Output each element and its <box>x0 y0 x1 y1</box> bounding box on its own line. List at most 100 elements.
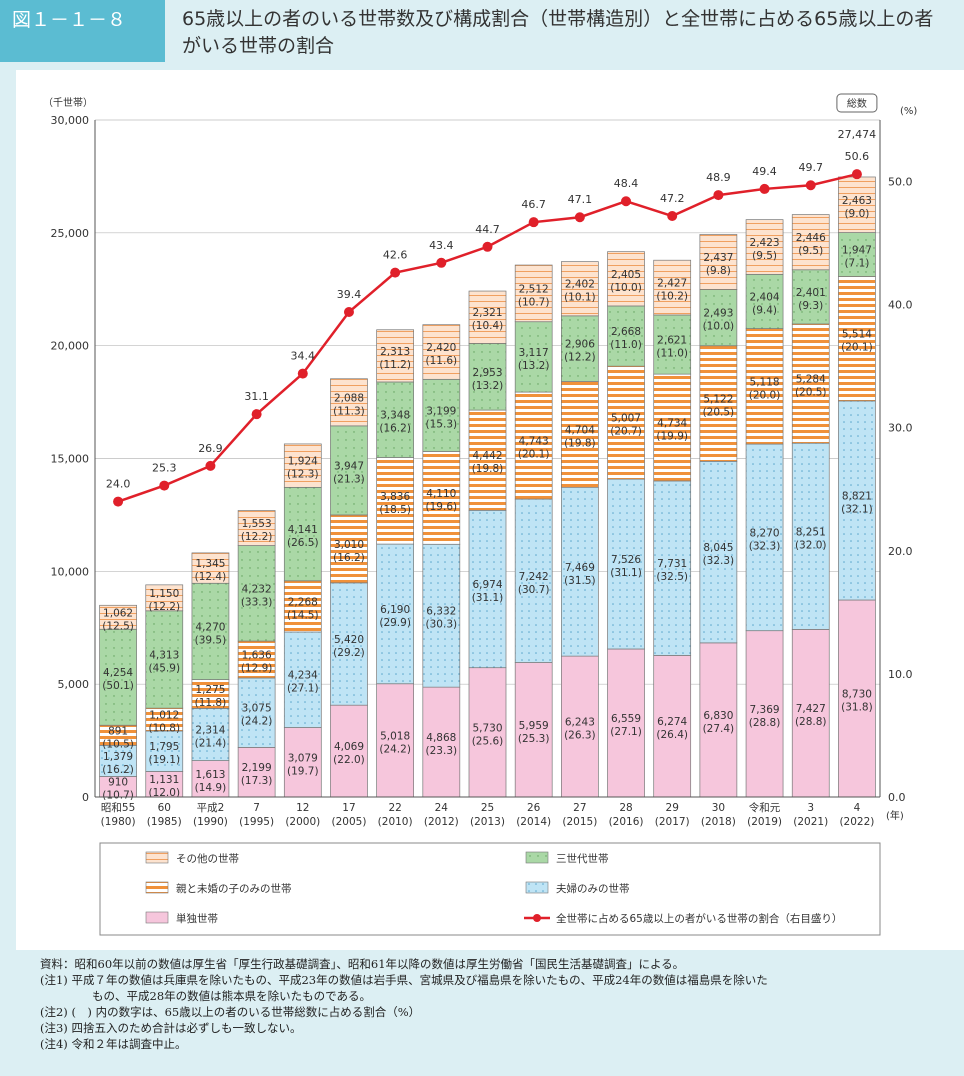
bar-segment <box>607 648 645 798</box>
data-label-pct: (12.2) <box>241 531 273 543</box>
bar-segment <box>283 443 322 488</box>
data-label-pct: (19.8) <box>472 463 504 475</box>
data-label-pct: (14.5) <box>287 609 319 621</box>
bar-segment <box>699 642 738 798</box>
data-label-pct: (20.0) <box>749 389 781 401</box>
x-tick-label: 22 <box>388 802 401 814</box>
x-tick-label: 60 <box>158 802 171 814</box>
data-label-pct: (26.4) <box>656 729 688 741</box>
legend-swatch <box>145 851 169 864</box>
figure-title: 65歳以上の者のいる世帯数及び構成割合（世帯構造別）と全世帯に占める65歳以上の… <box>182 8 934 57</box>
line-point <box>159 480 170 491</box>
x-tick-label: 27 <box>573 802 586 814</box>
bar-segment <box>468 509 507 669</box>
legend-swatch <box>525 851 549 864</box>
x-tick-year: (1990) <box>193 816 228 828</box>
legend-swatch <box>145 911 169 924</box>
x-tick-year: (2013) <box>470 816 505 828</box>
bar-segment <box>653 373 692 482</box>
line-point <box>113 496 124 507</box>
x-tick-label: 29 <box>666 802 679 814</box>
data-label: 2,423 <box>750 237 780 249</box>
data-label: 2,401 <box>796 287 826 299</box>
x-tick-year: (2017) <box>655 816 690 828</box>
line-point <box>390 267 401 278</box>
data-label: 4,734 <box>657 418 687 430</box>
data-label-pct: (7.1) <box>844 258 869 270</box>
data-label-pct: (45.9) <box>148 662 180 674</box>
data-label: 1,613 <box>195 769 225 781</box>
data-label-pct: (11.0) <box>610 339 642 351</box>
bar-segment <box>283 580 322 633</box>
data-label-pct: (10.8) <box>148 723 180 735</box>
data-label-pct: (31.1) <box>610 567 642 579</box>
bar-segment <box>468 290 507 344</box>
x-tick-label: 令和元 <box>749 801 781 814</box>
legend-label: 夫婦のみの世帯 <box>556 882 630 895</box>
line-label: 50.6 <box>845 150 870 163</box>
bar-segment <box>561 655 599 798</box>
bar-segment <box>791 629 830 798</box>
data-label: 2,088 <box>334 392 364 404</box>
bar-segment <box>283 631 322 728</box>
data-label: 8,045 <box>703 542 733 554</box>
bar-segment <box>468 409 507 511</box>
data-label: 5,420 <box>334 634 364 646</box>
data-label-pct: (12.0) <box>148 787 180 799</box>
data-label-pct: (27.4) <box>703 723 735 735</box>
data-label: 1,150 <box>149 588 179 600</box>
data-label: 7,731 <box>657 558 687 570</box>
data-label-pct: (25.3) <box>518 733 550 745</box>
data-label-pct: (21.4) <box>195 737 227 749</box>
data-label-pct: (24.2) <box>241 716 273 728</box>
data-label: 6,243 <box>565 717 595 729</box>
data-label-pct: (13.2) <box>518 360 550 372</box>
data-label: 1,924 <box>288 456 318 468</box>
data-label-pct: (10.1) <box>564 292 596 304</box>
data-label-pct: (32.5) <box>656 571 688 583</box>
bar-segment <box>607 478 645 650</box>
data-label: 2,437 <box>703 252 733 264</box>
data-label-pct: (32.1) <box>841 503 873 515</box>
bar-segment <box>468 667 507 798</box>
data-label-pct: (11.6) <box>426 355 458 367</box>
data-label-pct: (12.3) <box>287 469 319 481</box>
bar-segment <box>561 381 599 488</box>
data-label: 1,012 <box>149 710 179 722</box>
bar-segment <box>699 460 738 644</box>
bar-segment <box>191 582 230 680</box>
data-label-pct: (12.2) <box>148 601 180 613</box>
data-label-pct: (19.8) <box>564 437 596 449</box>
data-label-pct: (9.0) <box>844 208 869 220</box>
line-point <box>851 169 862 180</box>
data-label-pct: (27.1) <box>610 726 642 738</box>
line-label: 49.7 <box>798 161 823 174</box>
notes: 資料：昭和60年以前の数値は厚生省「厚生行政基礎調査」、昭和61年以降の数値は厚… <box>40 956 768 1052</box>
data-label: 6,332 <box>426 606 456 618</box>
data-label-pct: (16.2) <box>379 423 411 435</box>
chart-card: 0 5,000 10,000 15,000 20,000 25,000 30,000 0.0 1… <box>16 70 964 950</box>
data-label: 2,402 <box>565 279 595 291</box>
x-tick-year: (2014) <box>516 816 551 828</box>
bar-segment <box>376 457 414 545</box>
data-label: 6,974 <box>472 579 502 591</box>
y-tick-label: 20,000 <box>51 340 90 353</box>
data-label: 5,514 <box>842 329 872 341</box>
x-tick-year: (2010) <box>378 816 413 828</box>
data-label-pct: (20.1) <box>518 449 550 461</box>
y-tick-label: 15,000 <box>51 453 90 466</box>
bar-segment <box>422 324 461 380</box>
data-label-pct: (25.6) <box>472 735 504 747</box>
x-tick-label: 12 <box>296 802 309 814</box>
y-tick-label: 25,000 <box>51 227 90 240</box>
bar-segment <box>745 219 784 275</box>
data-label-pct: (12.2) <box>564 352 596 364</box>
legend <box>99 842 881 936</box>
data-label: 1,345 <box>195 558 225 570</box>
data-label-pct: (10.7) <box>102 790 134 802</box>
x-tick-year: (2019) <box>747 816 782 828</box>
line-label: 47.2 <box>660 192 685 205</box>
data-label-pct: (11.0) <box>656 348 688 360</box>
line-point <box>574 212 585 223</box>
line-label: 43.4 <box>429 239 454 252</box>
